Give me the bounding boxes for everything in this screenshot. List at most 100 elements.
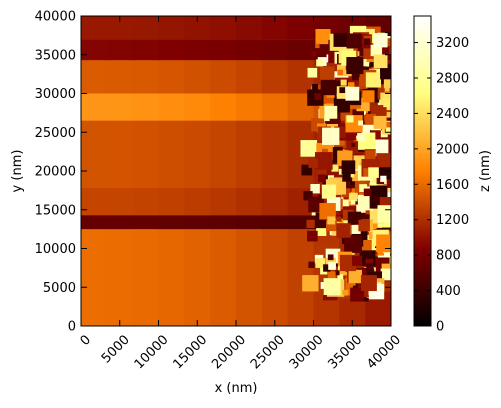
heatmap-grain-cell (383, 98, 391, 108)
colorbar-tick-label: 2800 (436, 72, 469, 87)
heatmap-band-cell (184, 39, 211, 61)
heatmap-grain-cell (366, 263, 374, 271)
x-tick-label: 15000 (170, 332, 210, 372)
heatmap-band-cell (184, 188, 211, 216)
heatmap-band-cell (106, 215, 134, 230)
x-axis-label: x (nm) (215, 381, 258, 396)
heatmap-band-cell (158, 188, 185, 216)
heatmap-grain-cell (352, 255, 363, 266)
heatmap-grain-cell (377, 249, 385, 256)
heatmap-grain-cell (376, 153, 391, 168)
heatmap-grain-cell (308, 261, 315, 269)
heatmap-band-cell (158, 60, 185, 94)
heatmap-grain-cell (319, 203, 336, 220)
heatmap-band-cell (81, 16, 108, 40)
heatmap-grain-cell (319, 66, 335, 81)
heatmap-band-cell (158, 120, 185, 189)
x-tick-label: 10000 (132, 332, 172, 372)
heatmap-grain-cell (303, 191, 313, 201)
heatmap-band-cell (210, 16, 237, 40)
heatmap-grain-cell (346, 115, 354, 123)
heatmap-grain-cell (371, 201, 377, 208)
colorbar-axis: 0 400 800 1200 1600 2000 2400 2800 3200 (414, 36, 469, 335)
y-tick-label: 20000 (35, 165, 76, 180)
heatmap-grain-cell (308, 158, 318, 168)
heatmap-grain-cell (351, 224, 361, 234)
heatmap-grain-cell (321, 184, 336, 199)
heatmap-grain-cell (373, 33, 388, 48)
colorbar-tick-label: 1600 (436, 178, 469, 193)
heatmap-grain-cell (357, 133, 366, 141)
y-tick-label: 5000 (43, 281, 76, 296)
colorbar-tick-label: 2000 (436, 142, 469, 157)
heatmap-grain-cell (346, 57, 364, 75)
heatmap-grain-cell (340, 79, 347, 86)
heatmap-band-cell (236, 188, 263, 216)
heatmap-band-cell (158, 215, 185, 230)
heatmap-band-cell (287, 16, 315, 40)
heatmap-grain-cell (358, 219, 370, 232)
heatmap-grain-cell (380, 175, 387, 182)
heatmap-band-cell (236, 16, 263, 40)
y-tick-label: 35000 (35, 48, 76, 63)
heatmap-grain-cell (342, 289, 349, 296)
x-tick-label: 5000 (99, 332, 133, 366)
heatmap-grain-cell (321, 148, 329, 155)
heatmap-band-cell (158, 39, 185, 61)
heatmap-grain-cell (336, 223, 351, 238)
heatmap-grain-cell (323, 264, 331, 272)
colorbar-tick-label: 800 (436, 249, 461, 264)
heatmap-grain-cell (306, 219, 315, 229)
heatmap-band-cell (81, 60, 108, 94)
heatmap-grain-cell (379, 167, 391, 180)
heatmap-band-cell (184, 215, 211, 230)
heatmap-grain-cell (384, 86, 390, 92)
heatmap-grain-cell (312, 83, 319, 90)
heatmap-grain-cell (346, 33, 362, 49)
heatmap-grain-cell (344, 235, 362, 253)
heatmap-band-cell (158, 93, 185, 121)
heatmap-band-cell (184, 16, 211, 40)
heatmap-grain-cell (315, 258, 326, 268)
heatmap-band-cell (106, 16, 134, 40)
heatmap-grain-cell (368, 167, 379, 178)
colorbar-label: z (nm) (478, 150, 493, 192)
heatmap-band-cell (106, 120, 134, 189)
heatmap-grain-cell (363, 168, 372, 177)
heatmap-band-cell (81, 215, 108, 230)
heatmap-band-cell (132, 60, 160, 94)
y-axis: 0 5000 10000 15000 20000 25000 30000 35000 40000 (35, 10, 391, 335)
heatmap-band-cell (132, 93, 160, 121)
heatmap-grain-cell (383, 74, 391, 89)
heatmap-grain-cell (349, 180, 355, 185)
colorbar-tick-label: 400 (436, 284, 461, 299)
colorbar-tick-label: 1200 (436, 213, 469, 228)
heatmap-grain-cell (384, 112, 391, 123)
heatmap-grain-cell (337, 69, 344, 76)
heatmap-band-cell (236, 120, 263, 189)
heatmap-band-cell (261, 60, 289, 94)
heatmap-grain-cell (371, 139, 389, 157)
y-tick-label: 40000 (35, 10, 76, 25)
heatmap-grain-cell (363, 38, 371, 45)
heatmap-grain-cell (373, 115, 387, 129)
heatmap-grain-cell (324, 105, 338, 119)
heatmap-grain-cell (362, 90, 375, 103)
heatmap-grain-cell (350, 199, 356, 205)
heatmap-grain-cell (301, 164, 313, 176)
heatmap-grain-cell (377, 205, 391, 223)
heatmap-grain-cell (365, 72, 382, 88)
heatmap-band-cell (210, 229, 237, 326)
heatmap-grain-cell (376, 234, 391, 253)
heatmap-grain-cell (331, 164, 339, 172)
heatmap-grain-cell (351, 142, 356, 147)
heatmap-grain-cell (341, 160, 356, 175)
heatmap-grain-cell (385, 187, 391, 196)
heatmap-band-cell (261, 39, 289, 61)
heatmap-band-cell (261, 93, 289, 121)
heatmap-band-cell (210, 93, 237, 121)
x-tick-label: 35000 (325, 332, 365, 372)
heatmap-band-cell (236, 60, 263, 94)
heatmap-band-cell (106, 229, 134, 326)
